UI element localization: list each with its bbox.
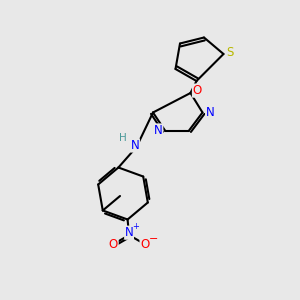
Text: O: O xyxy=(193,84,202,97)
Text: O: O xyxy=(109,238,118,250)
Text: +: + xyxy=(132,222,139,231)
Text: N: N xyxy=(125,226,134,239)
Text: S: S xyxy=(226,46,233,59)
Text: N: N xyxy=(154,124,163,137)
Text: N: N xyxy=(130,139,140,152)
Text: O: O xyxy=(140,238,149,250)
Text: N: N xyxy=(206,106,214,119)
Text: H: H xyxy=(119,133,127,143)
Text: −: − xyxy=(148,234,158,244)
